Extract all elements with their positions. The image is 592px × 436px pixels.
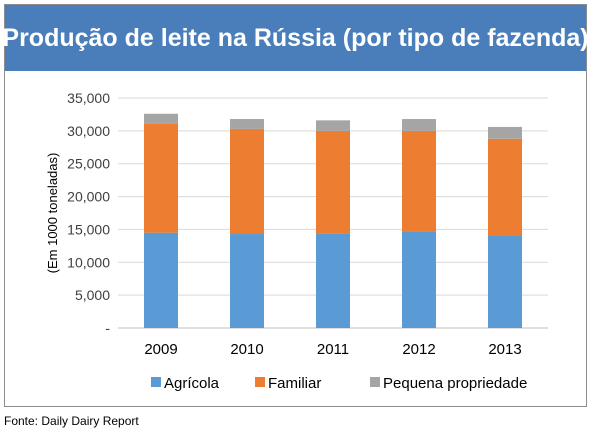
bar-segment [488,126,522,139]
x-tick-label: 2012 [402,341,435,358]
y-tick-label: - [105,320,110,336]
x-tick-label: 2013 [488,341,521,358]
legend-label: Pequena propriedade [383,375,527,392]
bar-segment [144,113,178,124]
source-note: Fonte: Daily Dairy Report [4,414,139,428]
bar-segment [230,119,264,129]
bar-segment [316,130,350,234]
bar-segment [230,128,264,235]
y-tick-label: 5,000 [75,287,110,303]
legend-swatch [370,377,380,387]
bar-segment [402,119,436,131]
y-axis-label: (Em 1000 toneladas) [45,153,60,274]
x-tick-label: 2011 [317,341,349,358]
bar-segment [316,233,350,328]
bar-segment [488,138,522,236]
bar-segment [402,130,436,232]
chart-title: Produção de leite na Rússia (por tipo de… [2,23,589,52]
bar-segment [144,123,178,233]
bar-segment [488,236,522,328]
chart-title-bar: Produção de leite na Rússia (por tipo de… [2,5,589,71]
legend-label: Familiar [268,375,321,392]
x-tick-label: 2010 [230,341,263,358]
y-tick-label: 15,000 [67,221,110,237]
bar-segment [230,234,264,328]
legend-label: Agrícola [164,375,220,392]
bar-segment [144,232,178,328]
bar-segment [316,120,350,131]
y-tick-label: 25,000 [67,156,110,172]
bar-segment [402,231,436,328]
x-tick-label: 2009 [144,341,177,358]
y-tick-label: 35,000 [67,90,110,106]
y-tick-label: 30,000 [67,123,110,139]
y-tick-label: 20,000 [67,189,110,205]
legend-swatch [151,377,161,387]
legend-swatch [255,377,265,387]
y-tick-label: 10,000 [67,254,110,270]
